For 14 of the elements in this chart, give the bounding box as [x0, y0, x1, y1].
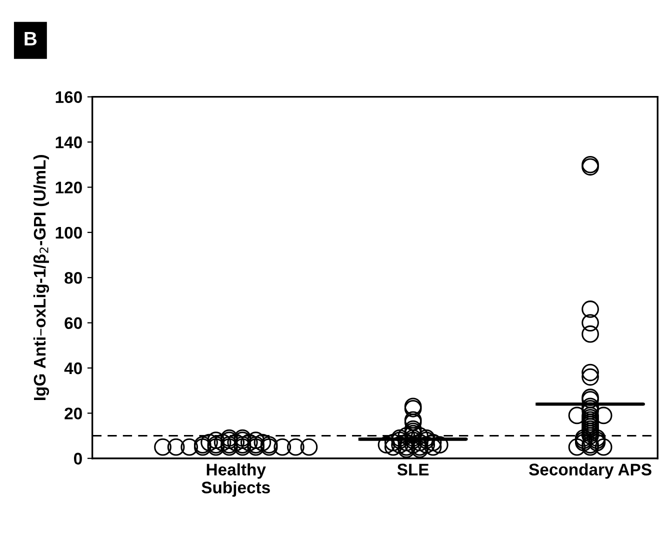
y-tick-label: 40 — [64, 362, 82, 374]
y-tick-label: 100 — [56, 226, 82, 239]
text: B — [24, 32, 37, 46]
x-tick-label: Healthy Subjects — [202, 463, 270, 497]
x-tick-label: Secondary APS — [529, 463, 652, 479]
y-tick-label: 0 — [74, 452, 82, 465]
y-tick-label: 140 — [56, 136, 82, 148]
y-tick-label: 20 — [64, 408, 82, 420]
y-tick-label: 60 — [64, 317, 82, 330]
y-axis-title: IgG Anti–oxLig-1/β$_{2}$-GPI (U/mL) — [33, 155, 50, 400]
x-tick-label: SLE — [397, 464, 429, 476]
y-tick-label: 160 — [56, 91, 82, 104]
y-tick-label: 80 — [64, 272, 82, 284]
y-tick-label: 120 — [56, 182, 82, 194]
